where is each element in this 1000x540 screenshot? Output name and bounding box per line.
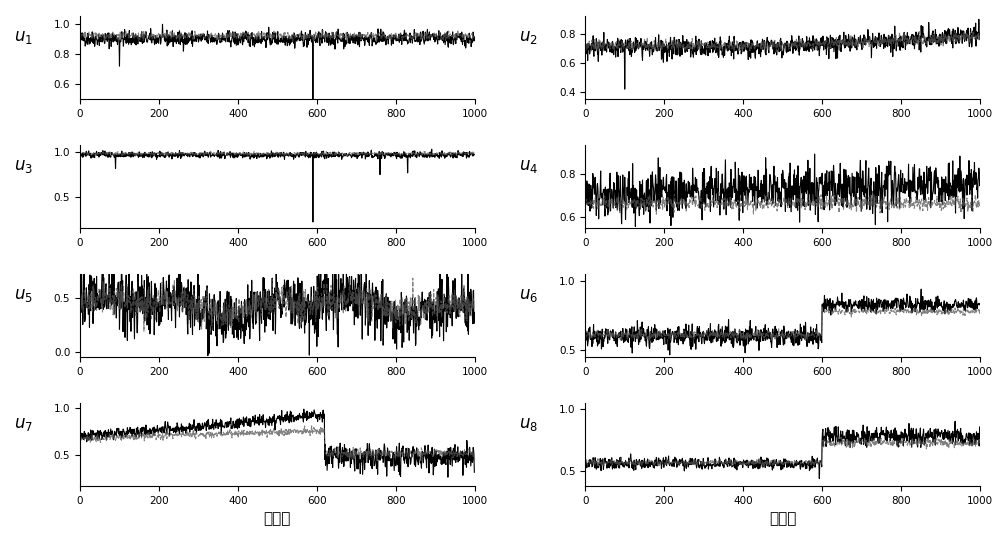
Y-axis label: $u_8$: $u_8$ xyxy=(519,415,538,433)
Y-axis label: $u_2$: $u_2$ xyxy=(519,28,538,46)
Y-axis label: $u_7$: $u_7$ xyxy=(14,415,33,433)
Y-axis label: $u_1$: $u_1$ xyxy=(14,28,33,46)
Y-axis label: $u_6$: $u_6$ xyxy=(519,286,538,304)
Y-axis label: $u_3$: $u_3$ xyxy=(14,157,33,175)
Y-axis label: $u_5$: $u_5$ xyxy=(14,286,33,304)
X-axis label: 样本点: 样本点 xyxy=(769,511,796,526)
X-axis label: 样本点: 样本点 xyxy=(264,511,291,526)
Y-axis label: $u_4$: $u_4$ xyxy=(519,157,538,175)
